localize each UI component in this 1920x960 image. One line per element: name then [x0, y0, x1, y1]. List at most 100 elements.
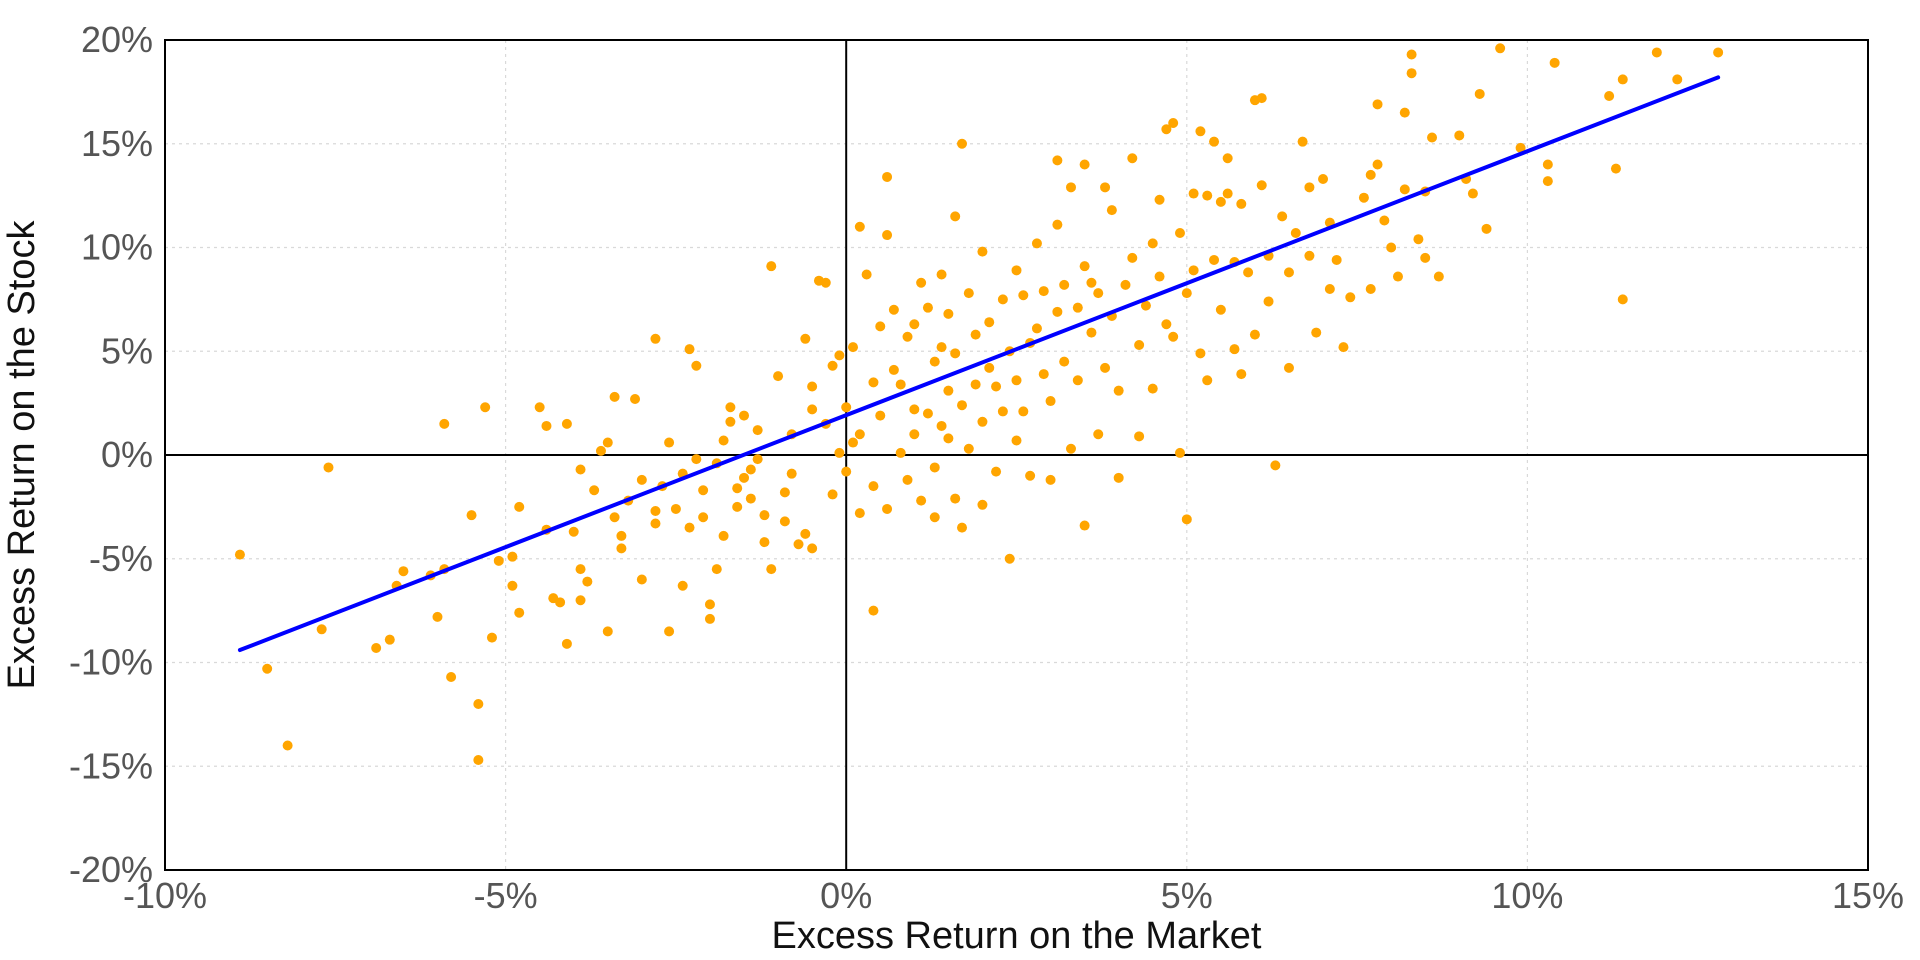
data-point [1372, 159, 1383, 170]
data-point [997, 406, 1008, 417]
data-point [786, 468, 797, 479]
data-point [848, 342, 859, 353]
data-point [1052, 219, 1063, 230]
data-point [1420, 252, 1431, 263]
data-point [732, 483, 743, 494]
data-point [575, 464, 586, 475]
data-point [854, 508, 865, 519]
data-point [1004, 553, 1015, 564]
data-point [1672, 74, 1683, 85]
data-point [984, 317, 995, 328]
data-point [582, 576, 593, 587]
data-point [1433, 271, 1444, 282]
x-tick-labels: -10% -5% 0% 5% 10% 15% [123, 875, 1904, 916]
data-point [1147, 383, 1158, 394]
x-tick-label: -10% [123, 875, 207, 916]
data-point [1072, 302, 1083, 313]
data-point [1161, 124, 1172, 135]
data-point [480, 402, 491, 413]
data-point [1249, 329, 1260, 340]
data-point [779, 487, 790, 498]
data-point [1174, 227, 1185, 238]
data-point [1065, 182, 1076, 193]
data-point [514, 607, 525, 618]
data-point [384, 634, 395, 645]
data-point [1215, 196, 1226, 207]
data-point [718, 435, 729, 446]
data-point [704, 599, 715, 610]
data-point [875, 410, 886, 421]
data-point [595, 445, 606, 456]
data-point [882, 230, 893, 241]
data-point [1120, 279, 1131, 290]
data-point [963, 288, 974, 299]
data-point [895, 379, 906, 390]
data-point [1147, 238, 1158, 249]
data-point [1161, 319, 1172, 330]
data-point [1311, 327, 1322, 338]
data-point [432, 611, 443, 622]
data-point [234, 549, 245, 560]
y-tick-label: -20% [69, 849, 153, 890]
data-point [943, 385, 954, 396]
data-point [1277, 211, 1288, 222]
data-point [861, 269, 872, 280]
data-point [1127, 153, 1138, 164]
data-point [1202, 190, 1213, 201]
data-point [1100, 182, 1111, 193]
data-point [1154, 271, 1165, 282]
data-point [1236, 369, 1247, 380]
data-point [636, 574, 647, 585]
data-point [534, 402, 545, 413]
data-point [854, 221, 865, 232]
data-point [1011, 265, 1022, 276]
data-point [1079, 520, 1090, 531]
data-point [1413, 234, 1424, 245]
regression-line [237, 75, 1721, 653]
data-point [868, 481, 879, 492]
data-point [1365, 169, 1376, 180]
data-point [807, 381, 818, 392]
data-point [1093, 429, 1104, 440]
data-point [323, 462, 334, 473]
data-point [1059, 279, 1070, 290]
data-point [943, 433, 954, 444]
data-point [909, 429, 920, 440]
data-point [1610, 163, 1621, 174]
data-point [963, 443, 974, 454]
data-point [486, 632, 497, 643]
data-point [800, 333, 811, 344]
x-axis-title: Excess Return on the Market [772, 915, 1262, 957]
data-point [909, 404, 920, 415]
data-point [936, 420, 947, 431]
data-point [1134, 340, 1145, 351]
data-point [868, 605, 879, 616]
data-point [1113, 472, 1124, 483]
data-point [1345, 292, 1356, 303]
data-point [936, 342, 947, 353]
data-point [875, 321, 886, 332]
data-point [732, 501, 743, 512]
data-point [950, 348, 961, 359]
data-point [977, 246, 988, 257]
x-tick-label: 5% [1161, 875, 1213, 916]
data-point [895, 447, 906, 458]
zero-lines [165, 40, 1868, 870]
data-point [929, 462, 940, 473]
data-point [807, 404, 818, 415]
data-point [882, 503, 893, 514]
data-point [759, 537, 770, 548]
data-point [1386, 242, 1397, 253]
data-point [1079, 159, 1090, 170]
data-point [589, 485, 600, 496]
data-point [1113, 385, 1124, 396]
data-point [977, 416, 988, 427]
data-point [1392, 271, 1403, 282]
data-point [773, 371, 784, 382]
y-tick-label: -10% [69, 642, 153, 683]
data-point [1052, 306, 1063, 317]
y-tick-label: 10% [81, 227, 153, 268]
y-tick-label: 20% [81, 19, 153, 60]
data-point [1549, 57, 1560, 68]
data-point [1495, 43, 1506, 54]
